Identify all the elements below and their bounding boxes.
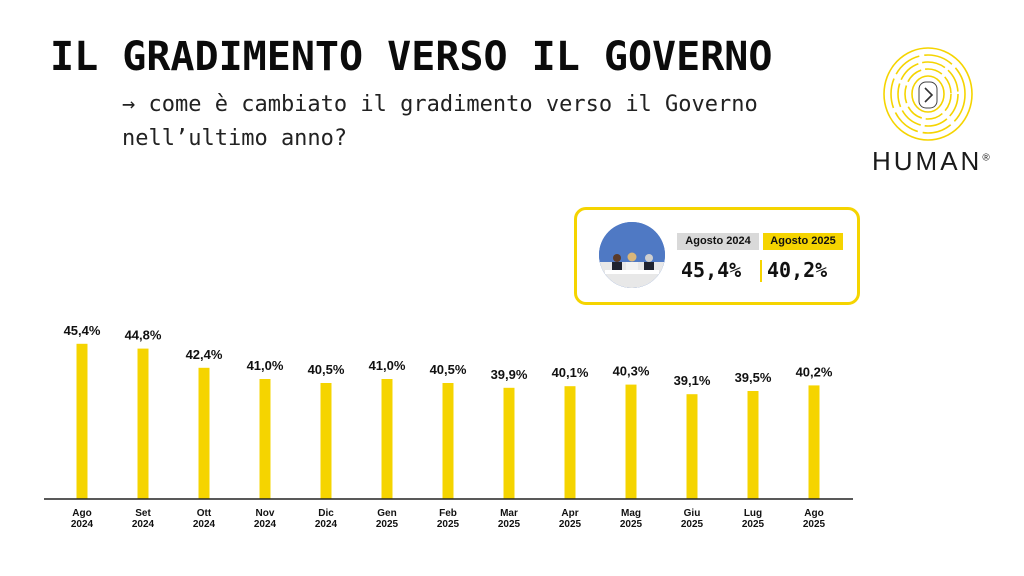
- data-label: 45,4%: [64, 323, 101, 338]
- data-label: 41,0%: [369, 358, 406, 373]
- x-tick-label-month: Lug: [744, 508, 762, 519]
- x-tick-label-year: 2025: [559, 519, 582, 530]
- bar: [747, 391, 759, 499]
- x-tick-label-month: Feb: [439, 508, 457, 519]
- x-tick-label-year: 2024: [71, 519, 94, 530]
- bar: [198, 367, 210, 499]
- logo-wordmark: HUMAN®: [872, 146, 993, 176]
- x-tick-label-year: 2024: [254, 519, 277, 530]
- data-label: 40,5%: [308, 362, 345, 377]
- x-tick-label-year: 2024: [193, 519, 216, 530]
- label-august-2024: Agosto 2024: [677, 233, 759, 250]
- government-press-conference-photo: [599, 222, 665, 288]
- data-label: 40,3%: [613, 364, 650, 379]
- x-tick-label-year: 2025: [498, 519, 521, 530]
- page-subtitle: → come è cambiato il gradimento verso il…: [122, 92, 758, 151]
- x-tick-label-month: Ago: [72, 508, 91, 519]
- x-tick-label-month: Dic: [318, 508, 334, 519]
- data-label: 39,1%: [674, 373, 711, 388]
- x-tick-label-year: 2024: [315, 519, 338, 530]
- value-august-2024: 45,4%: [681, 258, 742, 282]
- x-tick-label-month: Nov: [256, 508, 275, 519]
- data-label: 42,4%: [186, 347, 223, 362]
- bar: [808, 385, 820, 499]
- bar: [442, 383, 454, 499]
- comparison-divider: [760, 260, 762, 282]
- x-tick-label-year: 2025: [681, 519, 704, 530]
- bar: [503, 387, 515, 499]
- x-tick-label-month: Mag: [621, 508, 641, 519]
- bar: [564, 386, 576, 499]
- data-label: 40,1%: [552, 365, 589, 380]
- fingerprint-arrow-icon: [883, 47, 973, 141]
- data-label: 41,0%: [247, 358, 284, 373]
- bar: [381, 379, 393, 499]
- bar: [320, 383, 332, 499]
- x-tick-label-month: Ago: [804, 508, 823, 519]
- bar: [137, 348, 149, 499]
- x-tick-label-year: 2025: [376, 519, 399, 530]
- x-tick-label-month: Ott: [197, 508, 212, 519]
- data-label: 39,9%: [491, 367, 528, 382]
- x-tick-label-month: Gen: [377, 508, 396, 519]
- bar: [76, 343, 88, 499]
- x-tick-label-month: Apr: [561, 508, 578, 519]
- x-tick-label-year: 2025: [742, 519, 765, 530]
- x-tick-label-year: 2025: [620, 519, 643, 530]
- label-august-2025: Agosto 2025: [763, 233, 843, 250]
- data-label: 44,8%: [125, 328, 162, 343]
- page-title: IL GRADIMENTO VERSO IL GOVERNO: [50, 34, 773, 80]
- x-tick-label-year: 2025: [437, 519, 460, 530]
- x-tick-label-month: Set: [135, 508, 151, 519]
- x-tick-label-month: Mar: [500, 508, 518, 519]
- bar: [625, 384, 637, 499]
- data-label: 40,2%: [796, 364, 833, 379]
- human-logo: HUMAN®: [866, 42, 990, 182]
- data-label: 40,5%: [430, 362, 467, 377]
- data-label: 39,5%: [735, 370, 772, 385]
- bar: [259, 379, 271, 499]
- bar: [686, 394, 698, 499]
- value-august-2025: 40,2%: [767, 258, 828, 282]
- x-tick-label-year: 2025: [803, 519, 826, 530]
- x-tick-label-year: 2024: [132, 519, 155, 530]
- comparison-card: Agosto 2024 Agosto 2025 45,4% 40,2%: [574, 207, 860, 305]
- x-tick-label-month: Giu: [684, 508, 701, 519]
